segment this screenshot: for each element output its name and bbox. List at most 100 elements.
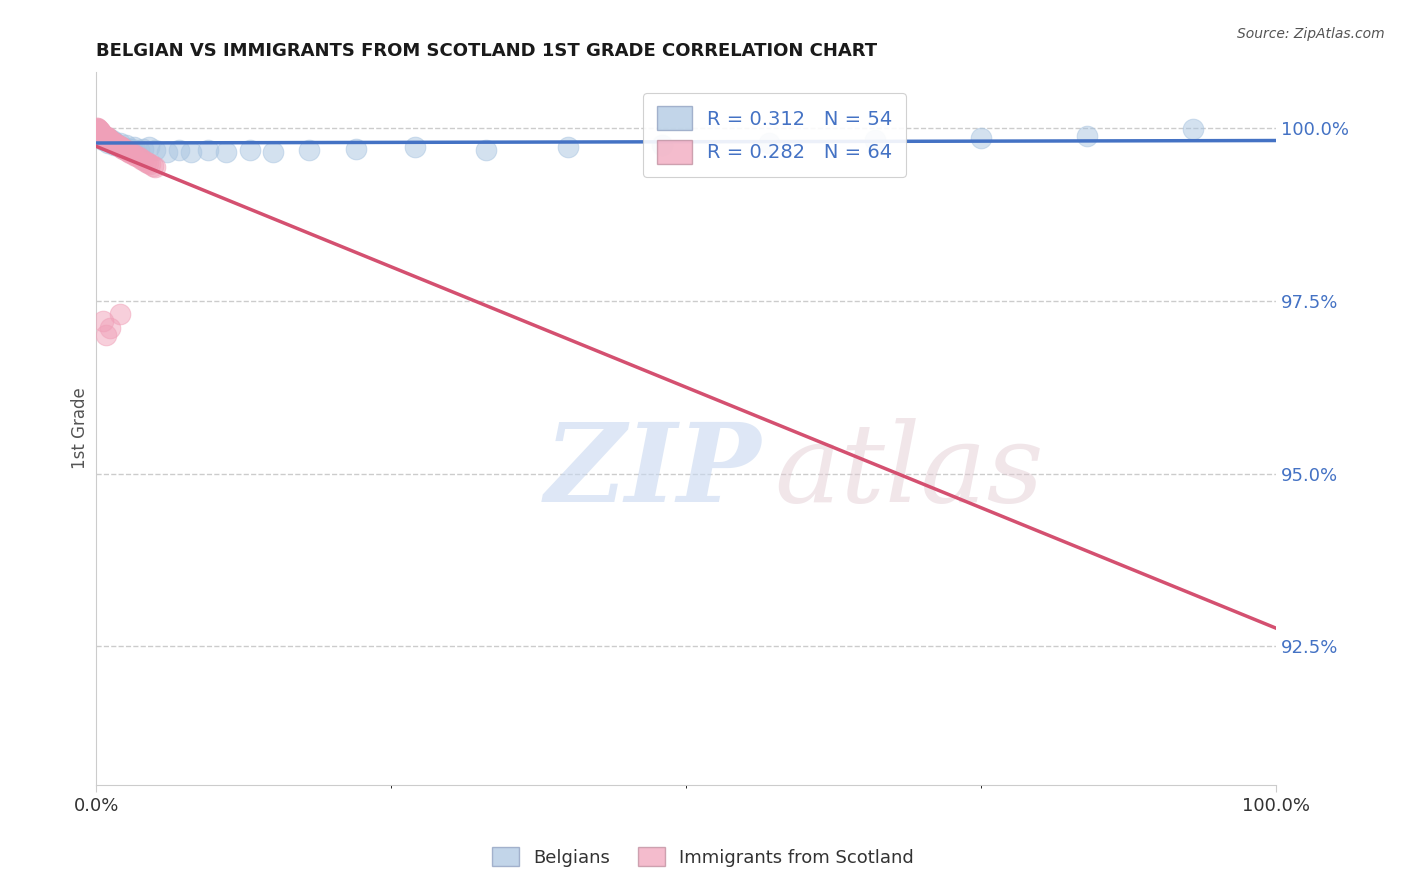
Point bbox=[118, 141, 141, 155]
Point bbox=[86, 120, 108, 135]
Point bbox=[91, 314, 114, 328]
Point bbox=[111, 140, 134, 154]
Point bbox=[89, 128, 111, 142]
Point bbox=[91, 129, 114, 144]
Point bbox=[86, 122, 108, 136]
Point bbox=[98, 135, 121, 149]
Point bbox=[297, 143, 319, 157]
Point bbox=[91, 133, 114, 147]
Point bbox=[91, 128, 114, 142]
Point bbox=[89, 126, 111, 140]
Point bbox=[758, 136, 780, 150]
Point bbox=[121, 141, 143, 155]
Point bbox=[101, 136, 124, 150]
Point bbox=[103, 135, 125, 149]
Point bbox=[98, 134, 121, 148]
Point bbox=[108, 308, 131, 322]
Point bbox=[89, 126, 111, 140]
Point bbox=[143, 143, 166, 157]
Point bbox=[110, 140, 132, 154]
Point bbox=[86, 120, 108, 135]
Point bbox=[167, 143, 190, 157]
Legend: Belgians, Immigrants from Scotland: Belgians, Immigrants from Scotland bbox=[485, 840, 921, 874]
Point bbox=[90, 126, 112, 140]
Point bbox=[138, 140, 160, 154]
Point bbox=[107, 138, 129, 153]
Point bbox=[90, 126, 112, 140]
Point bbox=[122, 147, 145, 161]
Point bbox=[87, 125, 110, 139]
Point bbox=[93, 129, 115, 144]
Point bbox=[91, 128, 114, 142]
Point bbox=[143, 160, 166, 174]
Point bbox=[87, 124, 110, 138]
Point bbox=[94, 328, 117, 343]
Point bbox=[107, 138, 129, 153]
Point bbox=[96, 131, 118, 145]
Point bbox=[132, 153, 155, 168]
Point bbox=[94, 132, 117, 146]
Point bbox=[87, 126, 110, 140]
Point bbox=[97, 131, 120, 145]
Point bbox=[97, 131, 120, 145]
Point bbox=[120, 145, 142, 160]
Point bbox=[86, 123, 108, 137]
Point bbox=[91, 129, 114, 144]
Point bbox=[90, 126, 112, 140]
Point bbox=[114, 142, 136, 156]
Point bbox=[90, 128, 112, 142]
Point bbox=[93, 131, 115, 145]
Point bbox=[117, 145, 139, 159]
Point bbox=[115, 144, 138, 158]
Point bbox=[89, 126, 111, 140]
Y-axis label: 1st Grade: 1st Grade bbox=[72, 388, 89, 469]
Point bbox=[404, 140, 426, 154]
Point bbox=[87, 123, 110, 137]
Point bbox=[100, 133, 122, 147]
Point bbox=[93, 129, 115, 144]
Point bbox=[100, 135, 122, 149]
Point bbox=[108, 139, 131, 153]
Point bbox=[114, 143, 136, 157]
Point bbox=[238, 143, 260, 157]
Point bbox=[125, 149, 148, 163]
Point bbox=[94, 130, 117, 145]
Point bbox=[114, 138, 136, 153]
Point bbox=[87, 124, 110, 138]
Point bbox=[180, 145, 202, 159]
Point bbox=[557, 140, 579, 154]
Point bbox=[112, 141, 135, 155]
Point bbox=[89, 129, 111, 144]
Legend: R = 0.312   N = 54, R = 0.282   N = 64: R = 0.312 N = 54, R = 0.282 N = 64 bbox=[643, 93, 905, 178]
Point bbox=[101, 136, 124, 150]
Point bbox=[105, 137, 128, 152]
Point bbox=[91, 128, 114, 142]
Point bbox=[98, 133, 121, 147]
Point bbox=[98, 133, 121, 147]
Point bbox=[128, 151, 150, 165]
Point bbox=[121, 146, 143, 161]
Point bbox=[96, 132, 118, 146]
Point bbox=[128, 143, 150, 157]
Point bbox=[90, 126, 112, 140]
Point bbox=[1182, 122, 1205, 136]
Point bbox=[651, 138, 673, 153]
Point bbox=[135, 154, 157, 169]
Point bbox=[89, 124, 111, 138]
Point bbox=[215, 145, 238, 159]
Point bbox=[129, 152, 152, 166]
Point bbox=[103, 136, 125, 150]
Point bbox=[98, 132, 121, 146]
Point bbox=[104, 136, 127, 151]
Point bbox=[139, 157, 162, 171]
Point bbox=[97, 136, 120, 150]
Point bbox=[87, 122, 110, 136]
Text: ZIP: ZIP bbox=[544, 417, 761, 525]
Text: BELGIAN VS IMMIGRANTS FROM SCOTLAND 1ST GRADE CORRELATION CHART: BELGIAN VS IMMIGRANTS FROM SCOTLAND 1ST … bbox=[96, 42, 877, 60]
Point bbox=[970, 131, 993, 145]
Point bbox=[91, 127, 114, 141]
Point bbox=[108, 140, 131, 154]
Point bbox=[118, 145, 141, 159]
Point bbox=[474, 143, 496, 157]
Text: atlas: atlas bbox=[775, 417, 1045, 525]
